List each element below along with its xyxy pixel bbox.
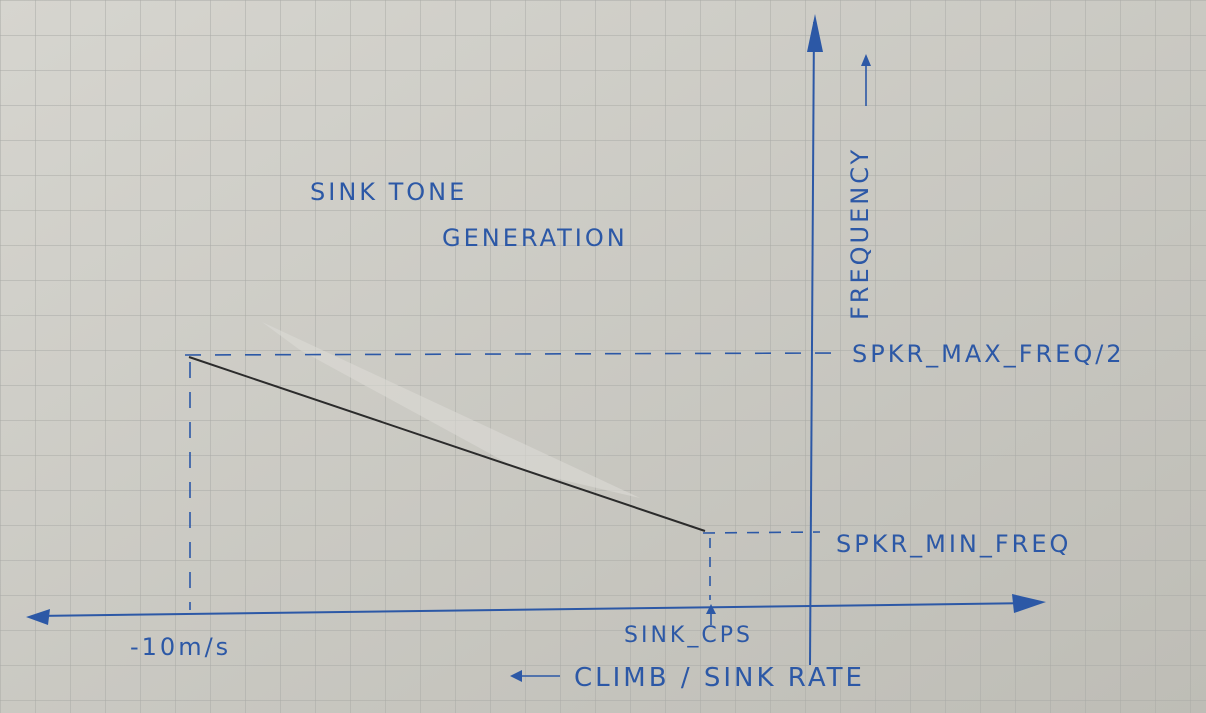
title-line-1: SINK TONE: [310, 178, 467, 206]
title-line-2: GENERATION: [442, 224, 628, 252]
x-right-label: SINK_CPS: [624, 623, 753, 648]
faint-pencil-wedge: [262, 322, 640, 498]
x-left-label: -10m/s: [130, 633, 231, 661]
x-axis-label: CLIMB / SINK RATE: [574, 663, 865, 693]
x-axis-right-arrow-icon: [1012, 594, 1046, 613]
max-freq-label: SPKR_MAX_FREQ/2: [852, 340, 1125, 368]
y-axis: [809, 21, 815, 666]
sink-cps-tick-arrow-icon: [706, 604, 716, 614]
y-axis-up-arrow-icon: [807, 14, 823, 52]
max-freq-dashed-line: [184, 352, 843, 356]
sink-tone-line: [188, 356, 706, 532]
y-axis-label-arrow-icon: [861, 54, 871, 66]
x-axis-label-arrow-icon: [510, 670, 522, 682]
min-freq-label: SPKR_MIN_FREQ: [836, 530, 1071, 558]
min-freq-dashed-line: [702, 531, 821, 534]
x-axis-left-arrow-icon: [26, 609, 50, 625]
x-axis: [34, 602, 1041, 617]
y-axis-label: FREQUENCY: [846, 147, 874, 320]
